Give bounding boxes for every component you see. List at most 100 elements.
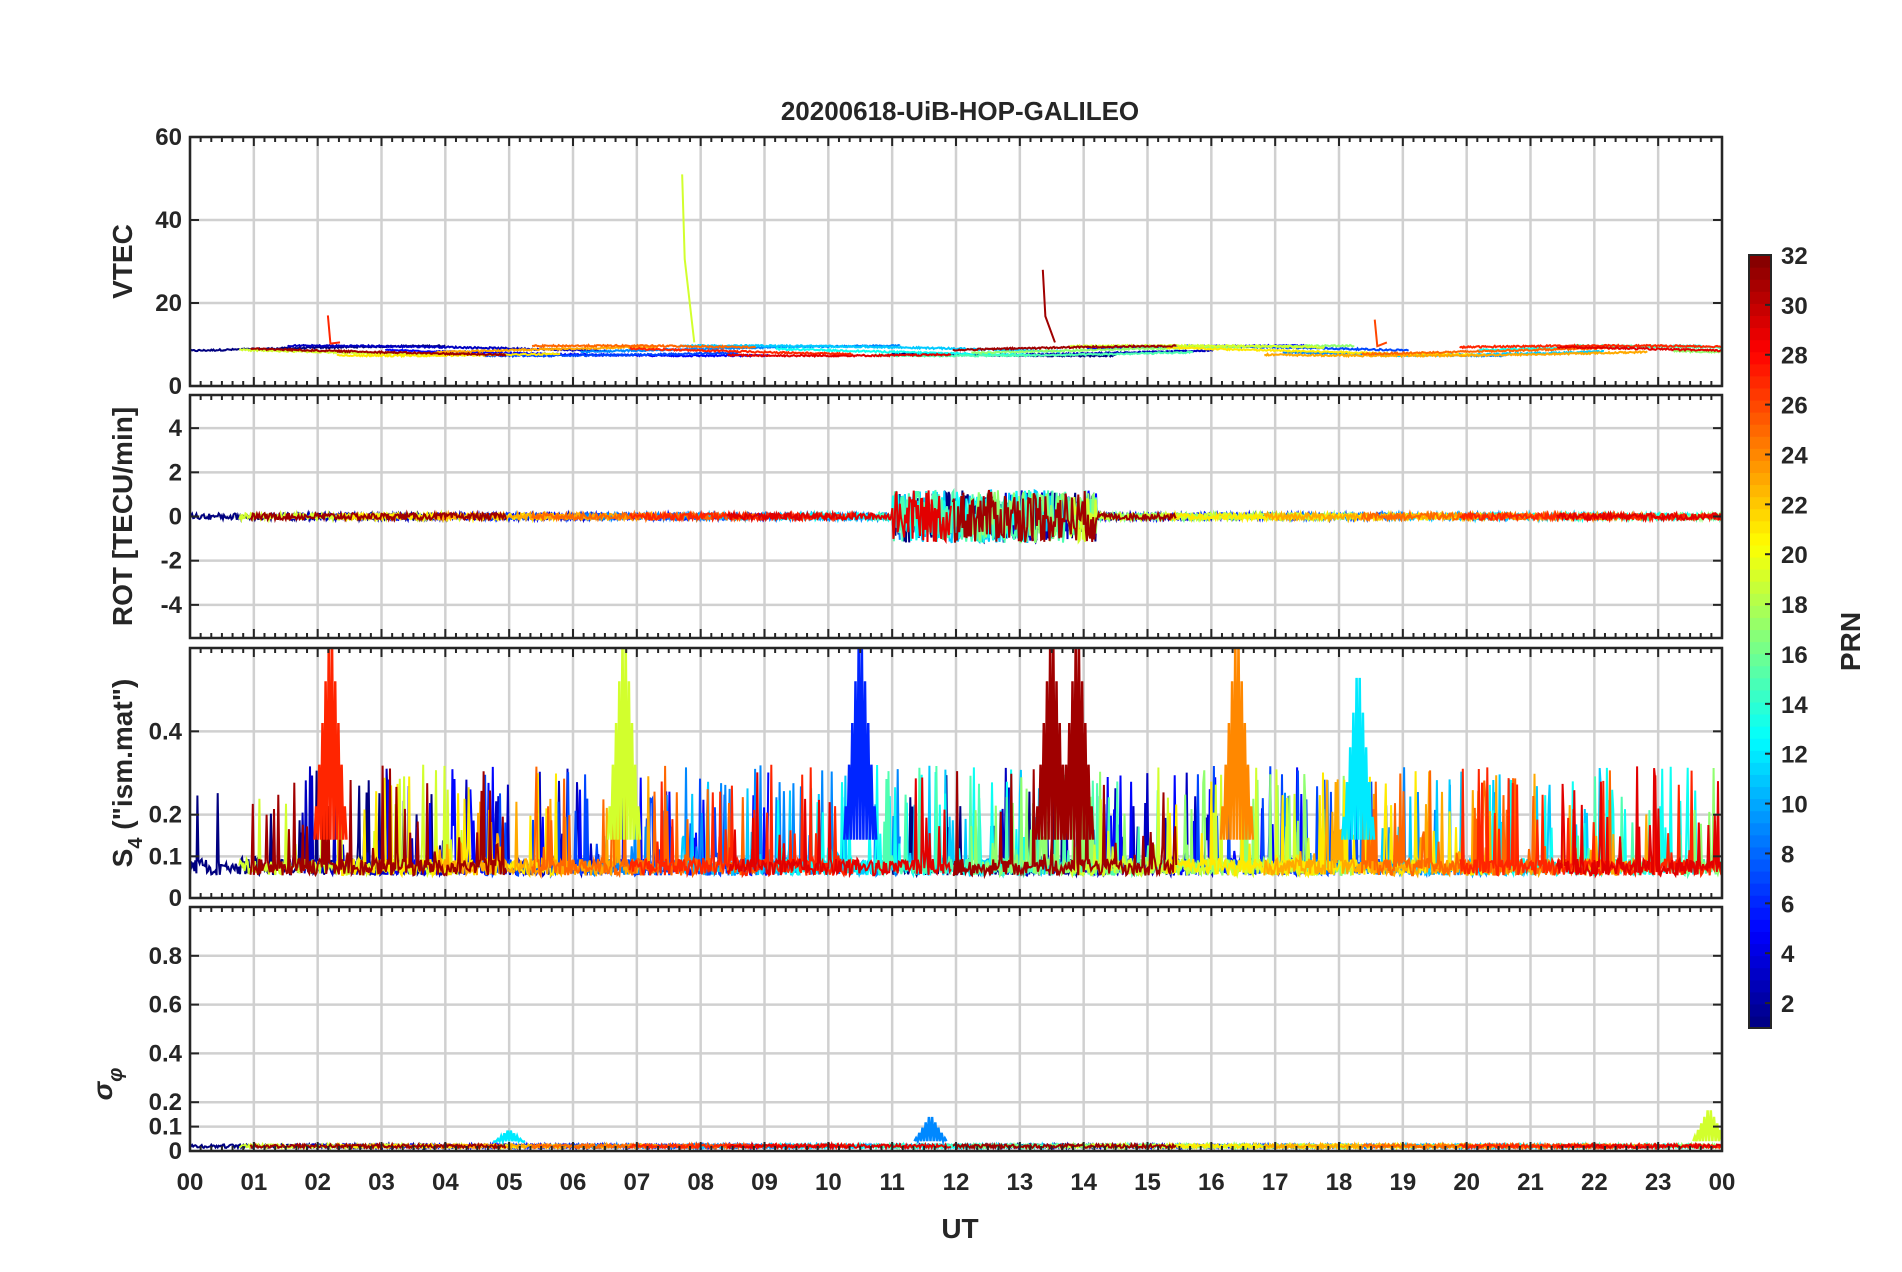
series-group — [190, 1110, 1722, 1151]
series-line-prn-23 — [1264, 350, 1648, 359]
colorbar-tick-label: 16 — [1781, 642, 1808, 669]
series-line-prn-31 — [951, 489, 1177, 543]
y-tick-label: 0 — [169, 504, 182, 531]
peak-prn-31 — [1060, 648, 1095, 840]
colorbar-segment — [1749, 424, 1771, 437]
y-tick-label: 0.1 — [149, 1114, 182, 1141]
series-line-prn-31 — [952, 769, 1178, 880]
x-tick-label: 00 — [1709, 1169, 1736, 1196]
x-tick-label: 06 — [560, 1169, 587, 1196]
colorbar-segment — [1749, 762, 1771, 775]
colorbar-tick-label: 20 — [1781, 542, 1808, 569]
colorbar-segment — [1749, 677, 1771, 691]
y-tick-label: 0.2 — [149, 802, 182, 829]
colorbar-segment — [1749, 291, 1771, 304]
colorbar-tick-label: 26 — [1781, 393, 1808, 420]
y-tick-label: -4 — [161, 592, 183, 619]
colorbar-segment — [1749, 665, 1771, 679]
colorbar-segment — [1749, 895, 1771, 908]
colorbar-segment — [1749, 532, 1771, 546]
series-group — [190, 487, 1722, 545]
colorbar-segment — [1749, 858, 1771, 872]
series-line-prn-31 — [952, 344, 1177, 352]
colorbar-segment — [1749, 327, 1771, 341]
colorbar-tick-label: 18 — [1781, 592, 1808, 619]
y-tick-label: 0.4 — [149, 718, 183, 745]
colorbar-segment — [1749, 629, 1771, 643]
x-tick-label: 12 — [943, 1169, 970, 1196]
series-line-prn-25 — [531, 343, 757, 350]
colorbar-tick-label: 10 — [1781, 792, 1808, 819]
colorbar-tick-label: 6 — [1781, 891, 1794, 918]
colorbar-segment — [1749, 846, 1771, 860]
x-tick-label: 03 — [368, 1169, 395, 1196]
colorbar-segment — [1749, 267, 1771, 280]
x-tick-label: 17 — [1262, 1169, 1289, 1196]
panel-sigma-phi: 00.10.2 0.4 0.6 0.8 σφ — [87, 905, 1724, 1165]
colorbar-segment — [1749, 931, 1771, 945]
x-tick-label: 00 — [177, 1169, 204, 1196]
series-line-prn-27 — [1458, 1141, 1722, 1151]
colorbar-segment — [1749, 810, 1771, 824]
colorbar-segment — [1749, 726, 1771, 739]
colorbar-tick-label: 28 — [1781, 343, 1808, 370]
colorbar-segment — [1749, 387, 1771, 401]
colorbar-tick-label: 8 — [1781, 841, 1794, 868]
colorbar-tick-label: 30 — [1781, 293, 1808, 320]
x-tick-label: 02 — [304, 1169, 331, 1196]
series-line-prn-31 — [952, 1141, 1177, 1151]
series-line-prn-21 — [336, 352, 561, 359]
spike-prn-27 — [326, 315, 341, 345]
x-tick-label: 21 — [1517, 1169, 1544, 1196]
x-tick-label: 08 — [687, 1169, 714, 1196]
y-tick-label: -2 — [161, 548, 182, 575]
series-line-prn-17 — [1672, 348, 1722, 355]
y-tick-label: 20 — [155, 290, 182, 317]
colorbar-tick-label: 24 — [1781, 442, 1808, 469]
colorbar-segment — [1749, 605, 1771, 618]
y-tick-label: 0 — [169, 1138, 182, 1165]
peak-prn-31 — [1034, 648, 1069, 840]
peak-prn-19 — [606, 648, 642, 840]
peak-prn-12 — [492, 1130, 526, 1147]
colorbar-segment — [1749, 581, 1771, 594]
peak-prn-9 — [913, 1116, 948, 1145]
x-tick-label: 07 — [623, 1169, 650, 1196]
y-tick-label: 0.2 — [149, 1089, 182, 1116]
colorbar-segment — [1749, 1003, 1771, 1017]
colorbar-segment — [1749, 641, 1771, 655]
series-line-prn-29 — [1556, 509, 1722, 524]
colorbar-segment — [1749, 967, 1771, 981]
y-axis-label-main: σ — [87, 1080, 118, 1100]
y-tick-label: 0 — [169, 373, 182, 400]
panel-vtec: 0 20 40 60 VTEC — [107, 124, 1724, 400]
colorbar-segment — [1749, 375, 1771, 389]
colorbar-tick-label: 2 — [1781, 991, 1794, 1018]
x-axis-label: UT — [941, 1213, 978, 1244]
series-line-prn-23 — [434, 344, 659, 355]
y-tick-label: 40 — [155, 207, 182, 234]
colorbar-segment — [1749, 919, 1771, 932]
colorbar-segment — [1749, 955, 1771, 969]
series-line-prn-21 — [1166, 346, 1487, 357]
x-tick-label: 09 — [751, 1169, 778, 1196]
colorbar-segment — [1749, 870, 1771, 884]
spike-prn-19 — [681, 174, 696, 343]
colorbar-label: PRN — [1835, 612, 1866, 671]
colorbar-segment — [1749, 653, 1771, 667]
y-axis-label-sub: 4 — [125, 837, 147, 849]
peak-prn-12 — [1340, 677, 1376, 840]
y-tick-label: 4 — [169, 415, 183, 442]
series-group — [190, 174, 1722, 359]
series-line-prn-31 — [249, 1141, 507, 1151]
series-line-prn-27 — [629, 346, 854, 357]
x-tick-label: 20 — [1453, 1169, 1480, 1196]
series-line-prn-19 — [1068, 343, 1326, 350]
y-tick-label: 2 — [169, 459, 182, 486]
series-line-prn-7 — [482, 351, 739, 359]
series-line-prn-27 — [1459, 343, 1722, 350]
y-axis-label: S4 ("ism.mat") — [107, 679, 147, 868]
colorbar-segment — [1749, 774, 1771, 788]
x-tick-label: 01 — [240, 1169, 267, 1196]
